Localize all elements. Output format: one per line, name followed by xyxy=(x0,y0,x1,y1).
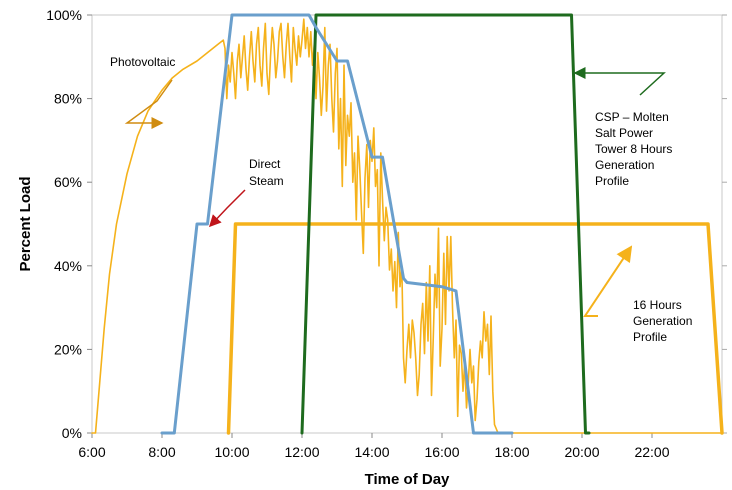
csp-label: CSP – Molten Salt Power Tower 8 Hours Ge… xyxy=(595,110,676,188)
direct-steam-arrow xyxy=(208,189,246,228)
y-tick-label: 40% xyxy=(54,258,82,274)
photovoltaic-arrow xyxy=(124,79,173,129)
sixteen-hour-arrow xyxy=(583,245,633,317)
series-layer xyxy=(91,13,724,435)
csp-label-line: Tower 8 Hours xyxy=(595,142,672,156)
y-tick-label: 100% xyxy=(46,7,82,23)
x-tick-label: 22:00 xyxy=(634,444,669,460)
x-tick-label: 8:00 xyxy=(148,444,175,460)
y-tick-label: 20% xyxy=(54,341,82,357)
y-axis: 0% 20% 40% 60% 80% 100% xyxy=(46,7,727,441)
direct-steam-label-line: Steam xyxy=(249,174,284,188)
x-tick-label: 6:00 xyxy=(78,444,105,460)
sixteen-hour-label: 16 Hours Generation Profile xyxy=(633,298,696,344)
csp-label-line: CSP – Molten xyxy=(595,110,669,124)
x-axis-title: Time of Day xyxy=(365,471,450,488)
x-tick-label: 14:00 xyxy=(354,444,389,460)
x-tick-label: 20:00 xyxy=(564,444,599,460)
y-tick-label: 80% xyxy=(54,91,82,107)
csp-line xyxy=(300,13,591,435)
csp-arrow xyxy=(573,67,666,96)
csp-label-line: Profile xyxy=(595,174,629,188)
csp-label-line: Salt Power xyxy=(595,126,653,140)
x-axis: 6:00 8:00 10:00 12:00 14:00 16:00 18:00 20:00 22… xyxy=(78,433,670,460)
direct-steam-line xyxy=(160,13,514,435)
annotation-arrows xyxy=(124,67,666,317)
sixteen-hour-label-line: Generation xyxy=(633,314,692,328)
direct-steam-label: Direct Steam xyxy=(249,157,284,188)
x-tick-label: 10:00 xyxy=(214,444,249,460)
sixteen-hour-label-line: 16 Hours xyxy=(633,298,682,312)
direct-steam-label-line: Direct xyxy=(249,157,281,171)
photovoltaic-line xyxy=(91,18,723,434)
csp-label-line: Generation xyxy=(595,158,654,172)
y-tick-label: 60% xyxy=(54,174,82,190)
x-tick-label: 16:00 xyxy=(424,444,459,460)
y-axis-title: Percent Load xyxy=(17,176,34,271)
x-tick-label: 12:00 xyxy=(284,444,319,460)
sixteen-hour-label-line: Profile xyxy=(633,330,667,344)
sixteen-hour-line xyxy=(226,222,724,435)
x-tick-label: 18:00 xyxy=(494,444,529,460)
y-tick-label: 0% xyxy=(62,425,82,441)
photovoltaic-label: Photovoltaic xyxy=(110,55,175,69)
